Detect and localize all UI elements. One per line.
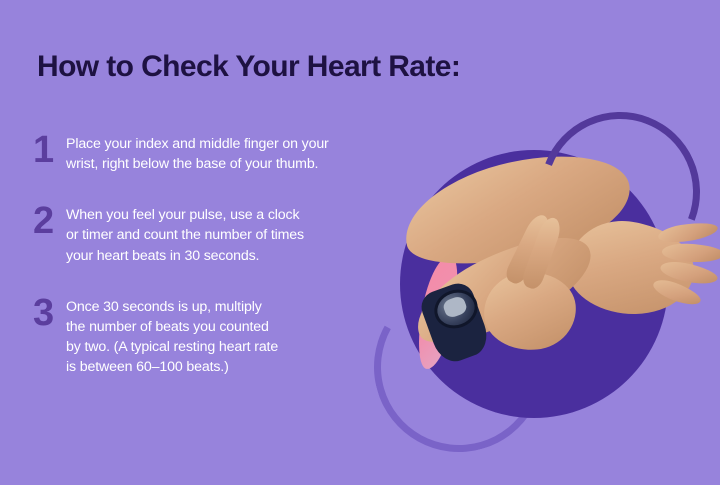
list-item: 3 Once 30 seconds is up, multiply the nu… — [33, 291, 433, 378]
step-text: When you feel your pulse, use a clock or… — [66, 203, 433, 265]
pulse-check-graphic — [353, 86, 720, 473]
step-text-line: Place your index and middle finger on yo… — [66, 136, 329, 152]
step-text-line: by two. (A typical resting heart rate — [66, 339, 279, 356]
steps-list: 1 Place your index and middle finger on … — [33, 129, 433, 378]
step-text: Once 30 seconds is up, multiply the numb… — [66, 295, 433, 378]
step-text-line: the number of beats you counted — [66, 318, 269, 335]
step-text-line: wrist, right below the base of your thum… — [66, 156, 319, 173]
step-number: 2 — [33, 200, 54, 243]
step-text-line: your heart beats in 30 seconds. — [66, 247, 260, 264]
list-item: 2 When you feel your pulse, use a clock … — [33, 200, 433, 265]
list-item: 1 Place your index and middle finger on … — [33, 129, 433, 174]
step-text: Place your index and middle finger on yo… — [66, 132, 433, 174]
step-number: 1 — [33, 129, 54, 171]
step-text-line: When you feel your pulse, use a clock — [66, 207, 300, 224]
step-text-line: or timer and count the number of times — [66, 227, 304, 244]
step-text-line: is between 60–100 beats.) — [66, 359, 229, 376]
step-text-line: Once 30 seconds is up, multiply — [66, 298, 262, 315]
step-number: 3 — [33, 291, 54, 334]
page-title: How to Check Your Heart Rate: — [37, 50, 461, 83]
